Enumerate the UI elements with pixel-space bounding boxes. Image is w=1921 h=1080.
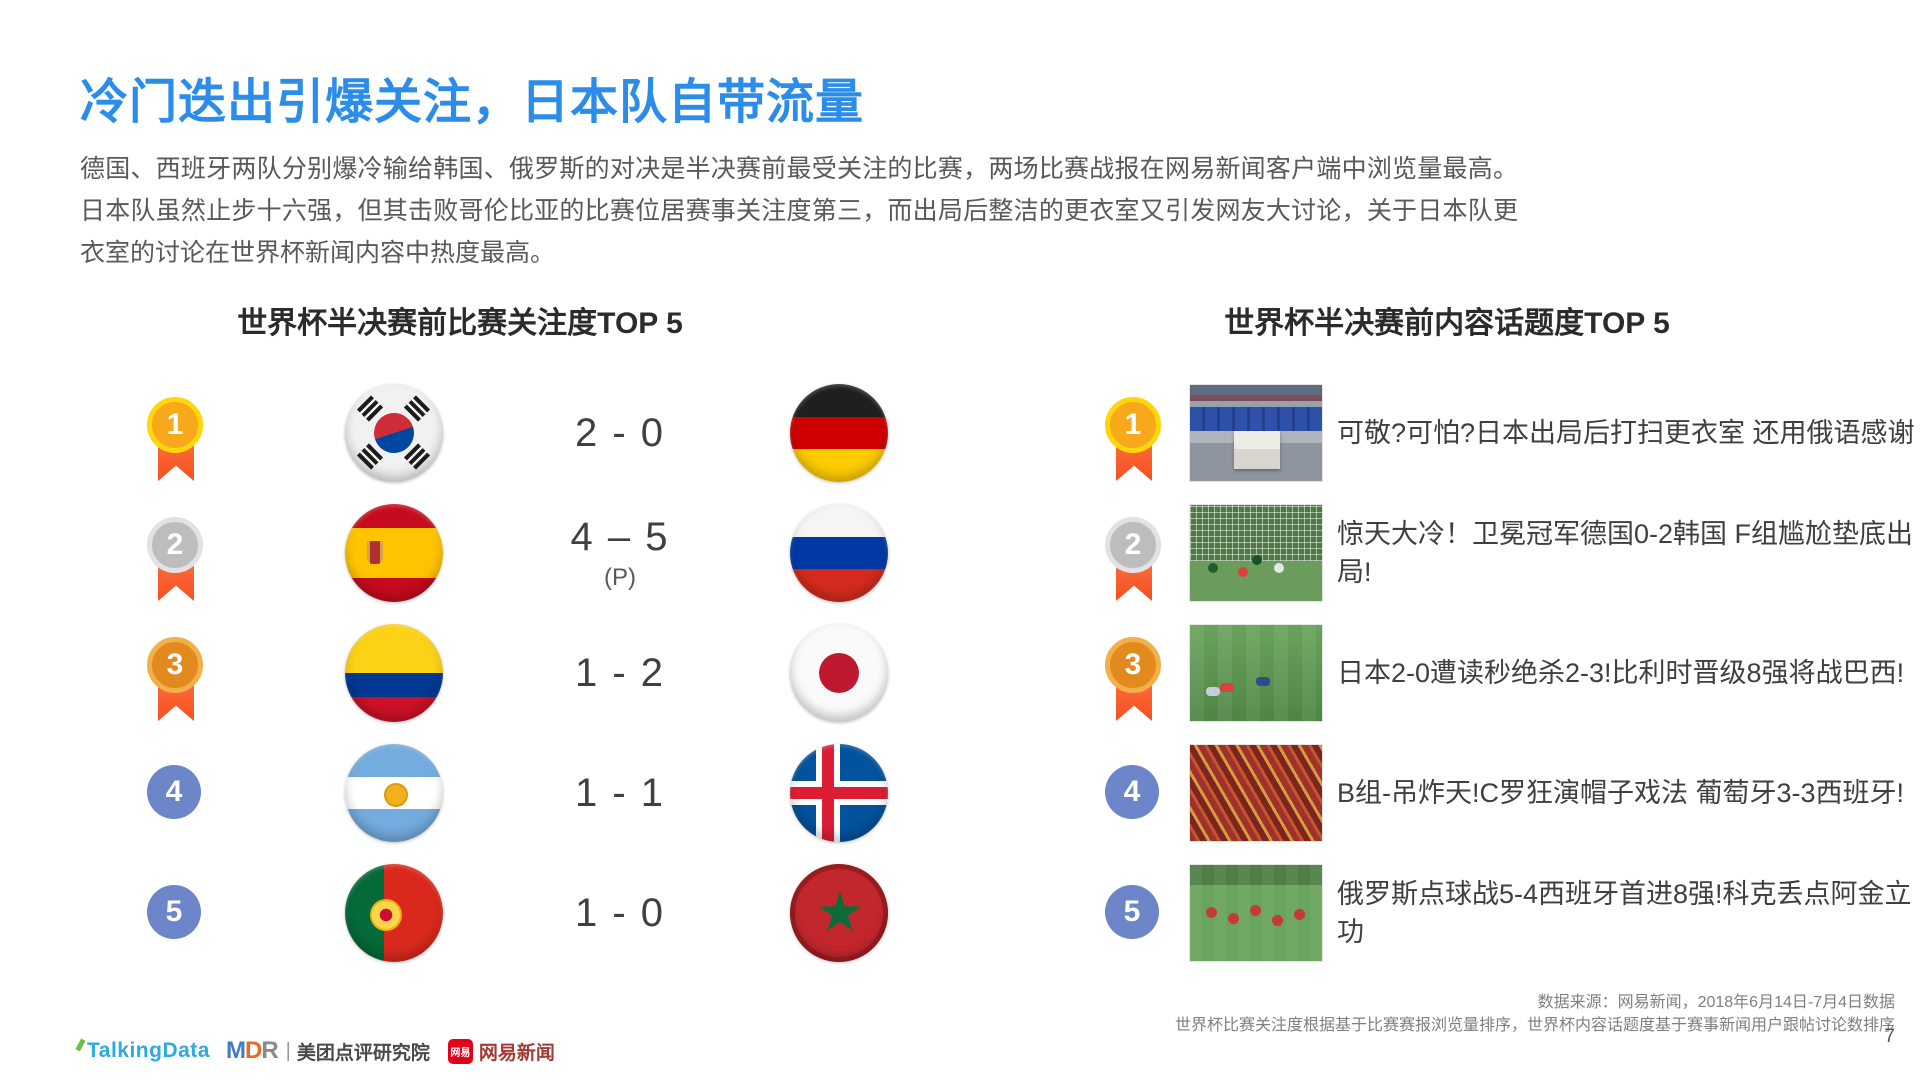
flag-russia <box>790 504 888 602</box>
rank-5-badge: 5 <box>147 857 205 969</box>
meituan-dianping-institute-label: 美团点评研究院 <box>296 1042 430 1064</box>
news-headline: 俄罗斯点球战5-4西班牙首进8强!科克丢点阿金立功 <box>1337 879 1912 947</box>
flag-colombia <box>345 624 443 722</box>
rank-number: 5 <box>1105 885 1159 939</box>
news-thumbnail-locker-room <box>1190 385 1322 481</box>
news-headline: 惊天大冷！卫冕冠军德国0-2韩国 F组尴尬垫底出局! <box>1337 519 1914 587</box>
match-score: 1 - 2 <box>574 650 666 695</box>
rank-3-medal-icon: 3 <box>147 617 205 729</box>
rank-number: 4 <box>1105 765 1159 819</box>
news-thumbnail-crowd <box>1190 745 1322 841</box>
rank-number: 4 <box>147 765 201 819</box>
talkingdata-logo: TalkingData <box>87 1039 210 1062</box>
netease-app-icon: 网易 <box>447 1038 473 1064</box>
flag-germany <box>790 384 888 482</box>
score-row-1: 2 - 0 <box>520 373 720 493</box>
rank-2-medal-icon: 2 <box>147 497 205 609</box>
silver-medal-number: 2 <box>147 517 203 573</box>
rank-4-badge: 4 <box>147 737 205 849</box>
netease-news-logo: 网易 网易新闻 <box>447 1038 555 1065</box>
match-score: 1 - 0 <box>574 890 666 935</box>
gold-medal-number: 1 <box>1105 397 1161 453</box>
mdr-logo: MDR <box>225 1037 279 1065</box>
topic-rank-4-badge: 4 <box>1105 737 1163 849</box>
mdr-letter-d: D <box>244 1037 262 1064</box>
flag-spain <box>345 504 443 602</box>
mdr-letter-r: R <box>261 1037 278 1064</box>
brand-logos: TalkingData MDR | 美团点评研究院 网易 网易新闻 <box>75 1036 555 1066</box>
topic-rank-5-badge: 5 <box>1105 857 1163 969</box>
flag-argentina <box>345 744 443 842</box>
news-thumbnail-celebration <box>1190 865 1322 961</box>
rank-row-2: 2 4 – 5 (P) 2 惊天大冷！卫冕冠军德国0-2韩国 F组尴尬垫底出局! <box>0 493 1921 613</box>
gold-medal-number: 1 <box>147 397 203 453</box>
flag-japan <box>790 624 888 722</box>
score-row-4: 1 - 1 <box>520 733 720 853</box>
page-number: 7 <box>1884 1026 1895 1047</box>
topic-rank-3-medal-icon: 3 <box>1105 617 1163 729</box>
flag-south-korea <box>345 384 443 482</box>
news-headline: B组-吊炸天!C罗狂演帽子戏法 葡萄牙3-3西班牙! <box>1337 778 1905 808</box>
news-thumbnail-goal-scene <box>1190 505 1322 601</box>
penalty-note: (P) <box>604 563 636 591</box>
data-source-line1: 数据来源：网易新闻，2018年6月14日-7月4日数据 <box>1537 994 1895 1011</box>
news-thumbnail-pitch <box>1190 625 1322 721</box>
match-score: 2 - 0 <box>574 410 666 455</box>
rank-1-medal-icon: 1 <box>147 377 205 489</box>
data-source-line2: 世界杯比赛关注度根据基于比赛赛报浏览量排序，世界杯内容话题度基于赛事新闻用户跟帖… <box>1174 1017 1895 1034</box>
topic-rank-1-medal-icon: 1 <box>1105 377 1163 489</box>
score-row-5: 1 - 0 <box>520 853 720 973</box>
news-headline: 可敬?可怕?日本出局后打扫更衣室 还用俄语感谢 <box>1337 418 1915 448</box>
score-row-3: 1 - 2 <box>520 613 720 733</box>
left-section-header: 世界杯半决赛前比赛关注度TOP 5 <box>237 307 683 340</box>
rank-row-4: 4 1 - 1 4 B组-吊炸天!C罗狂演帽子戏法 葡萄牙3-3西班牙! <box>0 733 1921 853</box>
bronze-medal-number: 3 <box>1105 637 1161 693</box>
netease-news-label: 网易新闻 <box>478 1042 555 1064</box>
flag-iceland <box>790 744 888 842</box>
logo-divider: | <box>285 1039 291 1062</box>
match-score: 4 – 5 <box>570 514 670 559</box>
right-section-header: 世界杯半决赛前内容话题度TOP 5 <box>1224 307 1670 340</box>
page-title: 冷门迭出引爆关注，日本队自带流量 <box>80 76 865 129</box>
match-score: 1 - 1 <box>574 770 666 815</box>
talkingdata-tick-icon <box>75 1038 86 1052</box>
mdr-letter-m: M <box>225 1037 246 1064</box>
silver-medal-number: 2 <box>1105 517 1161 573</box>
pentagram-star-icon <box>818 891 862 932</box>
flag-morocco <box>790 864 888 962</box>
score-row-2: 4 – 5 (P) <box>520 493 720 613</box>
rank-row-1: 1 2 - 0 1 可敬?可怕?日本出局后打扫更衣室 还用俄语感谢 <box>0 373 1921 493</box>
topic-rank-2-medal-icon: 2 <box>1105 497 1163 609</box>
flag-portugal <box>345 864 443 962</box>
rank-row-5: 5 1 - 0 5 俄罗斯点球战5-4西班牙首进8强!科克丢点阿金立功 <box>0 853 1921 973</box>
rank-row-3: 3 1 - 2 3 日本2-0遭读秒绝杀2-3!比利时晋级8强将战巴西! <box>0 613 1921 733</box>
rank-number: 5 <box>147 885 201 939</box>
intro-paragraph: 德国、西班牙两队分别爆冷输给韩国、俄罗斯的对决是半决赛前最受关注的比赛，两场比赛… <box>80 155 1518 267</box>
bronze-medal-number: 3 <box>147 637 203 693</box>
news-headline: 日本2-0遭读秒绝杀2-3!比利时晋级8强将战巴西! <box>1337 658 1905 688</box>
